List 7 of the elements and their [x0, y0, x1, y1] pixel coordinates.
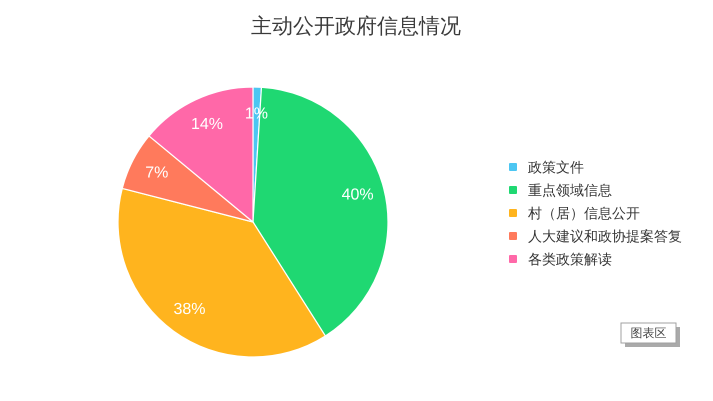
legend-label: 人大建议和政协提案答复	[528, 228, 682, 244]
legend-label: 村（居）信息公开	[528, 205, 640, 221]
annotation: 图表区	[620, 322, 680, 347]
legend-label: 政策文件	[528, 159, 584, 175]
legend-label: 各类政策解读	[528, 251, 612, 267]
title: 主动公开政府信息情况	[251, 15, 461, 38]
legend-label: 重点领域信息	[528, 182, 612, 198]
